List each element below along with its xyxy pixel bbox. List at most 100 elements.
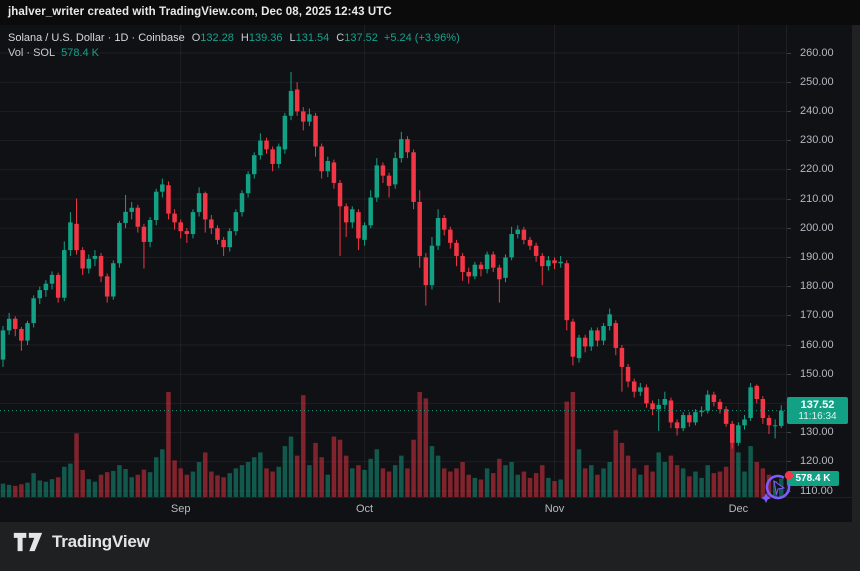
candle-body	[6, 318, 12, 331]
volume-bar	[270, 471, 275, 497]
volume-bar	[699, 477, 704, 497]
legend-volume-row[interactable]: Vol · SOL 578.4 K	[8, 46, 460, 61]
candle-body	[478, 264, 484, 270]
candle-body	[674, 422, 680, 429]
volume-bar	[166, 392, 171, 497]
volume-bar	[0, 483, 6, 497]
candle-body	[454, 242, 459, 256]
volume-bar	[37, 480, 43, 497]
candles-layer	[0, 71, 784, 449]
candle-body	[564, 263, 570, 321]
price-axis[interactable]: 260.00 250.00 240.00 230.00 220.00 210.00 200.…	[786, 25, 852, 497]
volume-bar	[380, 468, 386, 497]
volume-bar	[264, 468, 269, 497]
volume-bar	[662, 462, 668, 497]
legend-symbol-row[interactable]: Solana / U.S. Dollar · 1D · Coinbase O132…	[8, 31, 460, 46]
volume-bar	[540, 465, 545, 497]
volume-bar	[202, 452, 208, 497]
candle-body	[172, 213, 177, 223]
candle-body	[766, 418, 772, 426]
last-price-badge: 137.52 11:16:34	[787, 397, 848, 425]
candle-body	[558, 261, 563, 264]
candle-body	[748, 387, 753, 418]
candle-body	[521, 229, 527, 240]
candle-body	[546, 260, 551, 267]
volume-bar	[68, 463, 73, 497]
volume-bar	[417, 392, 422, 497]
volume-bar	[184, 474, 190, 497]
price-tick-mark	[787, 110, 791, 112]
volume-bar	[625, 455, 631, 497]
volume-bar	[221, 477, 226, 497]
volume-bar	[153, 457, 159, 497]
volume-bar	[62, 466, 67, 497]
candle-body	[441, 217, 447, 230]
volume-bar	[147, 472, 153, 497]
volume-bar	[411, 439, 416, 497]
volume-bar	[570, 392, 576, 497]
price-tick-mark	[787, 81, 791, 83]
volume-bar	[123, 469, 128, 497]
volume-bar	[25, 482, 30, 497]
candle-body	[251, 155, 257, 175]
volume-bar	[582, 468, 588, 497]
candle-body	[411, 152, 416, 202]
candle-body	[625, 366, 631, 382]
volume-bar	[331, 436, 337, 497]
volume-bar	[515, 474, 521, 497]
volume-bar	[209, 471, 214, 497]
volume-bar	[6, 484, 12, 497]
candle-body	[160, 184, 165, 192]
volume-bar	[503, 465, 508, 497]
volume-bar	[337, 439, 343, 497]
tradingview-wordmark: TradingView	[52, 532, 150, 551]
volume-bar	[405, 468, 410, 497]
candle-body	[680, 415, 686, 429]
volume-bar	[601, 468, 606, 497]
price-tick-label: 130.00	[800, 426, 834, 439]
volume-bar	[80, 469, 85, 497]
volume-bar	[350, 468, 355, 497]
symbol-title[interactable]: Solana / U.S. Dollar · 1D · Coinbase	[8, 32, 185, 44]
tradingview-logo[interactable]: TradingView	[13, 531, 150, 553]
candle-body	[490, 254, 496, 268]
candle-body	[552, 260, 557, 264]
candle-body	[313, 115, 318, 147]
candle-body	[742, 419, 747, 426]
candle-body	[399, 139, 404, 159]
volume-bar	[129, 477, 134, 497]
candle-body	[515, 229, 521, 235]
time-axis[interactable]: Sep Oct Nov Dec	[0, 497, 852, 522]
volume-bar	[294, 455, 300, 497]
candle-body	[736, 425, 741, 443]
volume-bar	[650, 471, 655, 497]
ohlc-value-L: 131.54	[295, 32, 330, 44]
price-tick-mark	[787, 198, 791, 200]
candle-body	[576, 337, 582, 359]
candle-body	[662, 399, 668, 405]
candle-body	[772, 425, 778, 427]
volume-bar	[533, 473, 539, 497]
candle-body	[472, 264, 478, 277]
volume-bar	[319, 457, 324, 497]
candle-body	[123, 211, 128, 223]
candle-body	[619, 347, 625, 367]
candle-body	[209, 219, 214, 229]
candle-body	[37, 290, 43, 299]
price-tick-label: 170.00	[800, 309, 834, 322]
volume-label: Vol · SOL	[8, 47, 56, 59]
candle-body	[141, 226, 147, 242]
volume-bar	[497, 458, 502, 497]
last-price-value: 137.52	[800, 399, 835, 412]
volume-bar	[748, 446, 753, 497]
volume-bar	[245, 462, 251, 497]
volume-bar	[490, 473, 496, 497]
plot-svg[interactable]	[0, 25, 786, 497]
candle-body	[711, 394, 717, 402]
volume-bar	[172, 460, 177, 497]
ohlc-values: O132.28 H139.36 L131.54 C137.52	[185, 32, 378, 44]
candle-body	[153, 191, 159, 221]
snapshot-cursor-icon	[759, 466, 799, 511]
price-tick-mark	[787, 169, 791, 171]
candle-body	[166, 185, 171, 214]
